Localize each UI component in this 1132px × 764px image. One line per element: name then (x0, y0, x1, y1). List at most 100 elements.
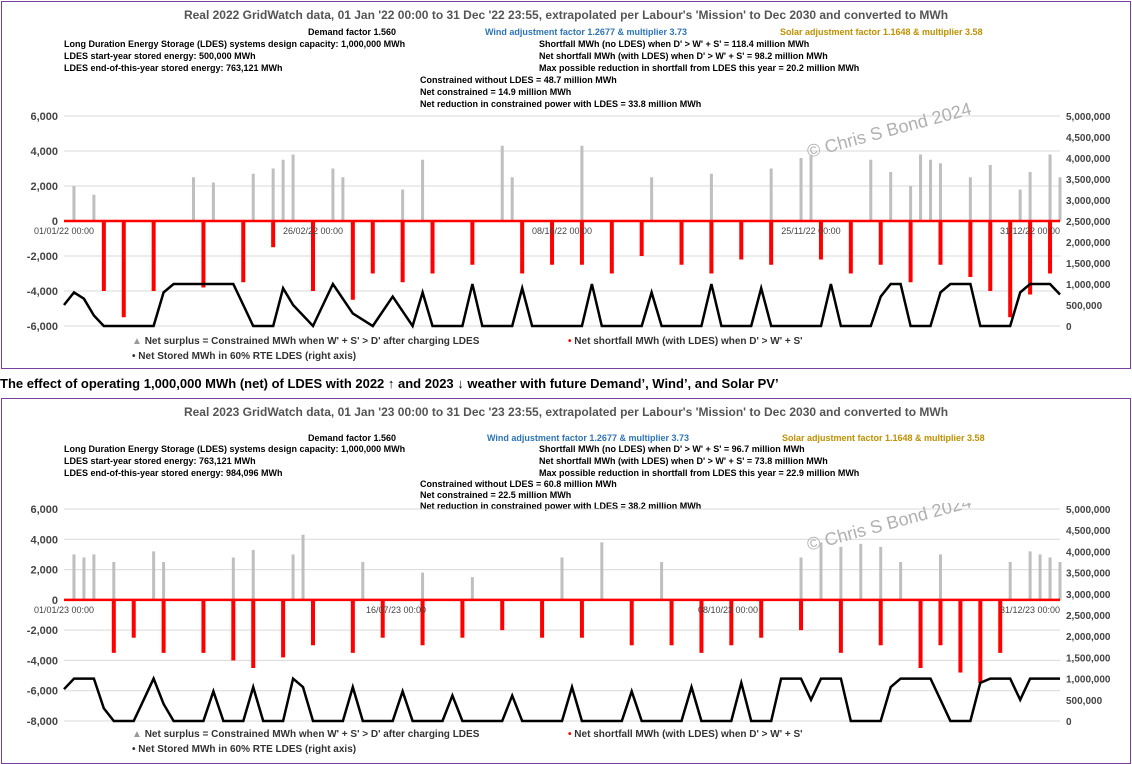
x-tick-label: 01/01/23 00:00 (34, 605, 94, 615)
shortfall-mark (430, 221, 435, 274)
shortfall-mark (669, 599, 674, 646)
shortfall-mark (838, 599, 843, 653)
surplus-mark (291, 154, 295, 221)
y-tick-label: 2,000 (30, 181, 58, 193)
surplus-mark (1018, 189, 1022, 221)
surplus-mark (211, 182, 215, 221)
shortfall-mark (400, 221, 405, 283)
y2-tick-label: 3,000,000 (1066, 196, 1111, 207)
max-reduction: Max possible reduction in shortfall from… (539, 468, 860, 478)
ldes-capacity: Long Duration Energy Storage (LDES) syst… (64, 444, 406, 454)
net-constrained: Net constrained = 22.5 million MWh (420, 490, 572, 500)
shortfall-with-ldes: Net shortfall MWh (with LDES) when D' > … (539, 456, 828, 466)
y-tick-label: -6,000 (27, 321, 58, 333)
shortfall-mark (111, 599, 116, 653)
y2-tick-label: 4,000,000 (1066, 154, 1111, 165)
shortfall-mark (281, 599, 286, 658)
ldes-start: LDES start-year stored energy: 500,000 M… (64, 51, 256, 61)
shortfall-mark (520, 221, 525, 274)
net-constrained: Net constrained = 14.9 million MWh (420, 87, 572, 97)
y2-tick-label: 0 (1066, 717, 1072, 728)
y2-tick-label: 500,000 (1066, 696, 1103, 707)
y-tick-label: 0 (52, 595, 58, 607)
shortfall-with-ldes: Net shortfall MWh (with LDES) when D' > … (539, 51, 828, 61)
chart-panel-2022: Real 2022 GridWatch data, 01 Jan '22 00:… (1, 1, 1131, 369)
legend-stored-label: Net Stored MWh in 60% RTE LDES (right ax… (138, 351, 357, 362)
shortfall-mark (699, 599, 704, 653)
shortfall-mark (769, 221, 774, 265)
shortfall-no-ldes: Shortfall MWh (no LDES) when D' > W' + S… (539, 39, 810, 49)
legend-shortfall-marker: • (568, 729, 572, 740)
shortfall-mark (420, 599, 425, 646)
x-tick-label: 31/12/23 00:00 (1000, 605, 1060, 615)
y2-tick-label: 0 (1066, 322, 1072, 333)
shortfall-mark (350, 221, 355, 300)
shortfall-mark (161, 599, 166, 653)
y-tick-label: -4,000 (27, 655, 58, 667)
stored-line (63, 281, 1061, 329)
shortfall-mark (878, 221, 883, 265)
surplus-mark (500, 145, 504, 221)
watermark: © Chris S Bond 2024 (805, 102, 974, 162)
legend-surplus-marker: ▲ (132, 729, 142, 740)
legend-stored: • Net Stored MWh in 60% RTE LDES (right … (132, 744, 356, 755)
shortfall-mark (709, 221, 714, 274)
shortfall-mark (848, 221, 853, 274)
shortfall-mark (500, 599, 505, 631)
shortfall-mark (579, 599, 584, 638)
net-reduction: Net reduction in constrained power with … (420, 99, 702, 109)
surplus-mark (580, 145, 584, 221)
y-tick-label: 6,000 (30, 111, 58, 123)
surplus-mark (271, 168, 275, 221)
surplus-mark (660, 562, 664, 600)
y2-tick-label: 4,500,000 (1066, 526, 1111, 537)
shortfall-mark (799, 599, 804, 631)
chart-title: Real 2023 GridWatch data, 01 Jan '23 00:… (183, 405, 949, 419)
y2-tick-label: 1,500,000 (1066, 259, 1111, 270)
shortfall-mark (251, 599, 256, 668)
surplus-mark (1028, 172, 1032, 221)
legend-stored-label: Net Stored MWh in 60% RTE LDES (right ax… (138, 744, 357, 755)
solar-factor: Solar adjustment factor 1.1648 & multipl… (780, 27, 983, 37)
stored-line (63, 675, 1060, 723)
shortfall-mark (609, 221, 614, 274)
surplus-mark (769, 168, 773, 221)
surplus-mark (231, 557, 235, 600)
surplus-mark (92, 554, 96, 600)
surplus-mark (162, 562, 166, 600)
y-tick-label: -2,000 (27, 625, 58, 637)
y2-tick-label: 2,500,000 (1066, 217, 1111, 228)
surplus-mark (650, 177, 654, 221)
chart-plot-2023: 6,000 4,000 2,000 0 -2,000 -4,000 -6,000 -8,000… (27, 503, 1111, 728)
shortfall-mark (201, 221, 206, 288)
surplus-mark (92, 194, 96, 221)
surplus-mark (361, 562, 365, 600)
shortfall-mark (639, 221, 644, 256)
shortfall-mark (540, 599, 545, 638)
shortfall-mark (978, 599, 983, 684)
surplus-mark (1028, 551, 1032, 600)
y-tick-label: -8,000 (27, 716, 58, 728)
x-tick-label: 31/12/22 00:00 (1000, 226, 1060, 236)
surplus-mark (809, 154, 813, 221)
y-tick-label: 4,000 (30, 146, 58, 158)
surplus-mark (112, 562, 116, 600)
surplus-mark (1058, 177, 1062, 221)
ldes-start: LDES start-year stored energy: 763,121 M… (64, 456, 256, 466)
surplus-mark (819, 542, 823, 600)
legend-surplus-marker: ▲ (132, 336, 142, 347)
surplus-mark (988, 165, 992, 221)
y-tick-label: 0 (52, 216, 58, 228)
surplus-mark (291, 554, 295, 600)
y2-tick-label: 4,000,000 (1066, 547, 1111, 558)
y-tick-label: 6,000 (30, 504, 58, 516)
shortfall-mark (968, 221, 973, 277)
surplus-mark (331, 168, 335, 221)
surplus-mark (82, 557, 86, 600)
y2-tick-label: 2,000,000 (1066, 238, 1111, 249)
y-tick-label: 4,000 (30, 534, 58, 546)
shortfall-mark (311, 221, 315, 291)
surplus-mark (281, 159, 285, 221)
surplus-mark (889, 172, 893, 221)
surplus-mark (938, 554, 942, 600)
